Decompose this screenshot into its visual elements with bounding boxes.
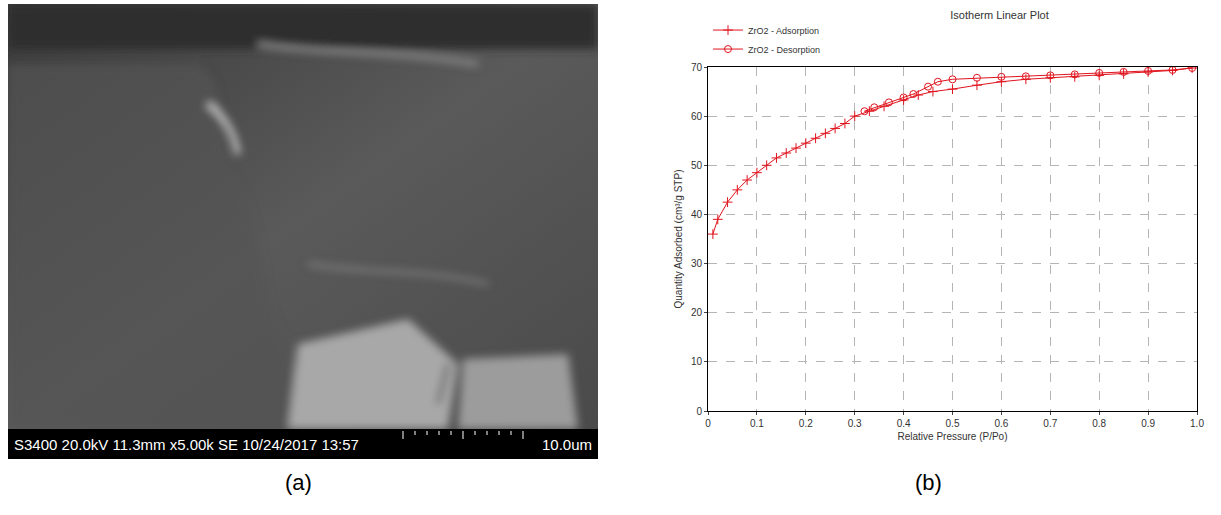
svg-text:0.1: 0.1 bbox=[750, 418, 764, 429]
svg-text:ZrO2 - Desorption: ZrO2 - Desorption bbox=[748, 45, 820, 55]
html-text:(b): (b) bbox=[915, 470, 942, 495]
svg-text:20: 20 bbox=[691, 307, 703, 318]
svg-text:60: 60 bbox=[691, 111, 703, 122]
svg-text:0: 0 bbox=[696, 406, 702, 417]
svg-text:10.0um: 10.0um bbox=[542, 436, 592, 453]
svg-text:40: 40 bbox=[691, 209, 703, 220]
html-text:(a): (a) bbox=[285, 470, 312, 495]
svg-text:0.9: 0.9 bbox=[1141, 418, 1155, 429]
svg-text:70: 70 bbox=[691, 62, 703, 73]
svg-text:0.7: 0.7 bbox=[1043, 418, 1057, 429]
svg-text:0.3: 0.3 bbox=[848, 418, 862, 429]
svg-text:Relative Pressure (P/Po): Relative Pressure (P/Po) bbox=[897, 431, 1007, 442]
svg-text:ZrO2 - Adsorption: ZrO2 - Adsorption bbox=[748, 26, 819, 36]
svg-text:0.6: 0.6 bbox=[994, 418, 1008, 429]
svg-text:Isotherm Linear Plot: Isotherm Linear Plot bbox=[950, 9, 1048, 21]
svg-text:S3400 20.0kV 11.3mm x5.00k SE: S3400 20.0kV 11.3mm x5.00k SE 10/24/2017… bbox=[14, 436, 359, 453]
svg-text:Quantity Adsorbed (cm³/g STP): Quantity Adsorbed (cm³/g STP) bbox=[673, 170, 684, 309]
svg-text:0.2: 0.2 bbox=[799, 418, 813, 429]
svg-text:0.4: 0.4 bbox=[897, 418, 911, 429]
svg-text:50: 50 bbox=[691, 160, 703, 171]
svg-text:0.8: 0.8 bbox=[1092, 418, 1106, 429]
svg-text:30: 30 bbox=[691, 258, 703, 269]
svg-text:1.0: 1.0 bbox=[1190, 418, 1204, 429]
svg-text:0.5: 0.5 bbox=[946, 418, 960, 429]
svg-text:0: 0 bbox=[705, 418, 711, 429]
svg-text:10: 10 bbox=[691, 356, 703, 367]
